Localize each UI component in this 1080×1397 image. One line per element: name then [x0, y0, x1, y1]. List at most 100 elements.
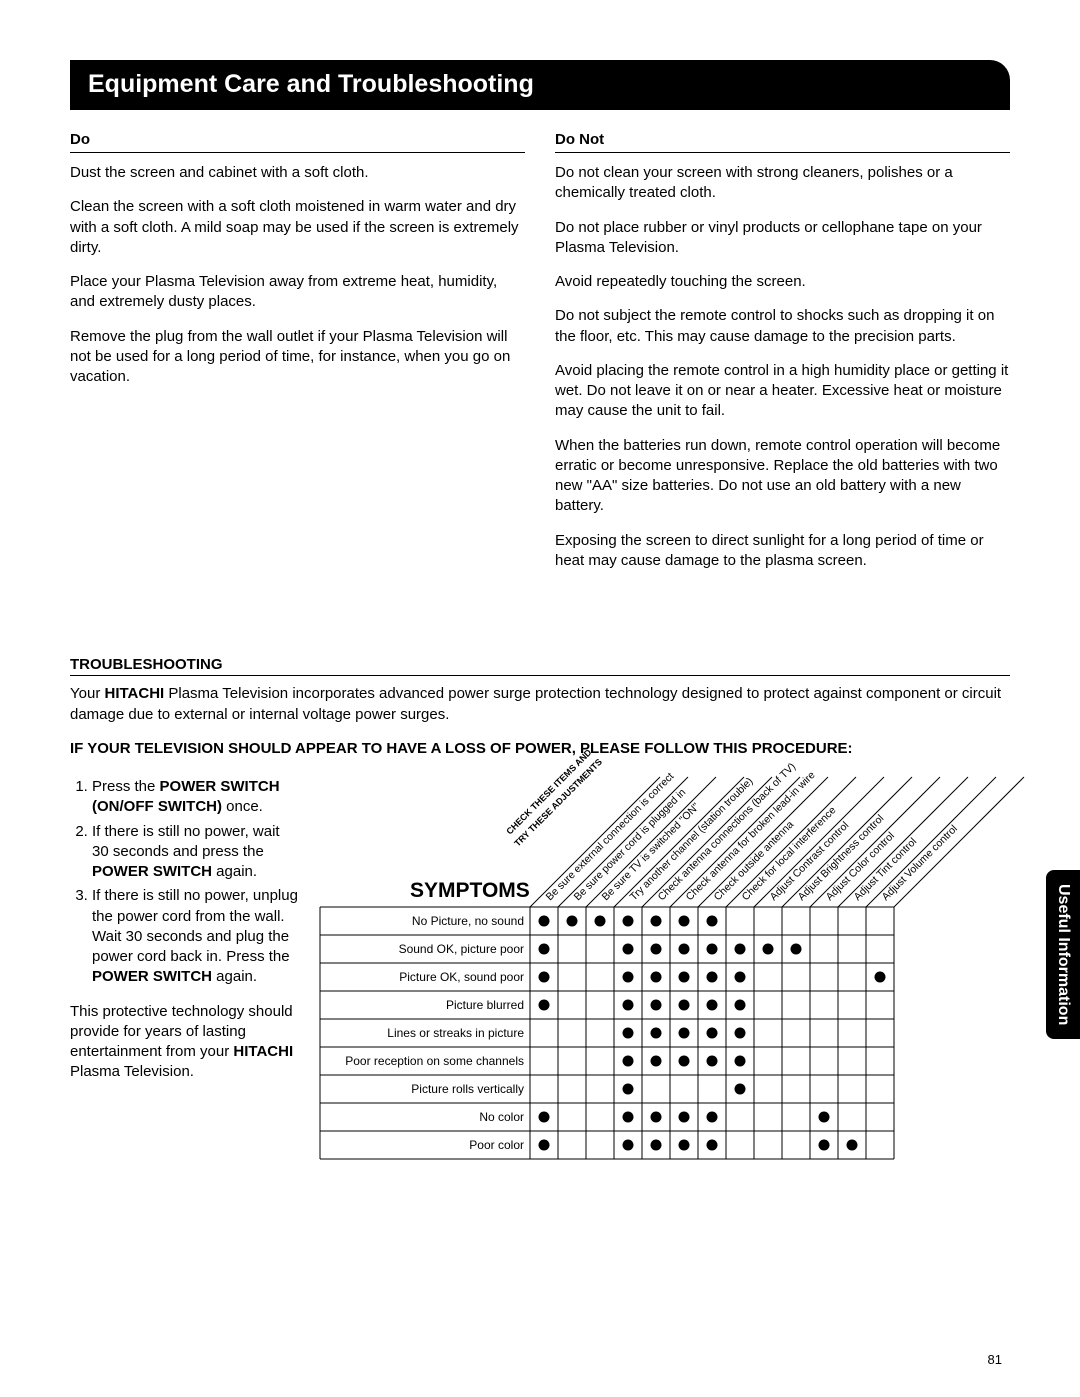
procedure-bold: IF YOUR TELEVISION SHOULD APPEAR TO HAVE… — [70, 740, 853, 757]
symptom-row-label: Lines or streaks in picture — [387, 1026, 524, 1040]
do-paragraph: Clean the screen with a soft cloth moist… — [70, 197, 525, 258]
lower-section: Press the POWER SWITCH (ON/OFF SWITCH) o… — [70, 777, 1010, 1169]
donot-paragraph: Do not subject the remote control to sho… — [555, 306, 1010, 347]
dot — [763, 944, 774, 955]
dot — [679, 916, 690, 927]
dot — [595, 916, 606, 927]
dot — [707, 1112, 718, 1123]
donot-paragraph: Exposing the screen to direct sunlight f… — [555, 531, 1010, 572]
dot — [679, 972, 690, 983]
intro-post: Plasma Television incorporates advanced … — [70, 685, 1001, 722]
dot — [679, 1140, 690, 1151]
dot — [623, 1056, 634, 1067]
step-3: If there is still no power, unplug the p… — [92, 886, 300, 987]
step-2: If there is still no power, wait 30 seco… — [92, 822, 300, 883]
dot — [623, 972, 634, 983]
dot — [735, 1084, 746, 1095]
symptoms-chart: Be sure external connection is correctBe… — [320, 777, 1010, 1169]
dot — [651, 1112, 662, 1123]
symptom-row-label: Picture rolls vertically — [411, 1082, 524, 1096]
dot — [819, 1112, 830, 1123]
dot — [651, 972, 662, 983]
dot — [623, 1028, 634, 1039]
troubleshooting-intro: Your HITACHI Plasma Television incorpora… — [70, 684, 1010, 725]
dot — [847, 1140, 858, 1151]
intro-pre: Your — [70, 685, 104, 702]
dot — [707, 1140, 718, 1151]
dot — [707, 916, 718, 927]
dot — [735, 1056, 746, 1067]
dot — [539, 1140, 550, 1151]
dot — [651, 916, 662, 927]
do-paragraph: Place your Plasma Television away from e… — [70, 272, 525, 313]
side-tab-label: Useful Information — [1055, 884, 1072, 1025]
dot — [679, 1028, 690, 1039]
dot — [707, 1000, 718, 1011]
intro-brand: HITACHI — [104, 685, 164, 702]
symptom-row-label: Poor reception on some channels — [345, 1054, 524, 1068]
do-heading: Do — [70, 130, 525, 153]
dot — [651, 1000, 662, 1011]
donot-paragraph: Avoid placing the remote control in a hi… — [555, 361, 1010, 422]
dot — [679, 1112, 690, 1123]
donot-paragraph: Do not place rubber or vinyl products or… — [555, 218, 1010, 259]
dot — [539, 972, 550, 983]
do-paragraph: Dust the screen and cabinet with a soft … — [70, 163, 525, 183]
dot — [623, 1112, 634, 1123]
dot — [651, 944, 662, 955]
closing-para: This protective technology should provid… — [70, 1002, 300, 1083]
header-line2: TRY THESE ADJUSTMENTS — [512, 757, 604, 849]
procedure-heading: IF YOUR TELEVISION SHOULD APPEAR TO HAVE… — [70, 739, 1010, 759]
symptom-row-label: Picture blurred — [446, 998, 524, 1012]
procedure-list: Press the POWER SWITCH (ON/OFF SWITCH) o… — [70, 777, 300, 988]
dot — [651, 1028, 662, 1039]
dot — [707, 1028, 718, 1039]
dot — [791, 944, 802, 955]
dot — [735, 944, 746, 955]
dot — [735, 972, 746, 983]
header-line1: CHECK THESE ITEMS AND — [504, 747, 594, 837]
dot — [679, 1000, 690, 1011]
dot — [651, 1140, 662, 1151]
symptom-row-label: Sound OK, picture poor — [399, 942, 524, 956]
dot — [539, 916, 550, 927]
page-header-text: Equipment Care and Troubleshooting — [88, 70, 534, 98]
dot — [539, 944, 550, 955]
procedure-steps-col: Press the POWER SWITCH (ON/OFF SWITCH) o… — [70, 777, 300, 1169]
do-column: Do Dust the screen and cabinet with a so… — [70, 130, 525, 585]
donot-paragraph: Do not clean your screen with strong cle… — [555, 163, 1010, 204]
dot — [707, 944, 718, 955]
troubleshooting-heading: TROUBLESHOOTING — [70, 655, 1010, 676]
step-1: Press the POWER SWITCH (ON/OFF SWITCH) o… — [92, 777, 300, 818]
donot-column: Do Not Do not clean your screen with str… — [555, 130, 1010, 585]
do-paragraph: Remove the plug from the wall outlet if … — [70, 327, 525, 388]
dot — [623, 916, 634, 927]
side-tab-useful-information: Useful Information — [1046, 870, 1080, 1039]
dot — [735, 1028, 746, 1039]
dot — [875, 972, 886, 983]
donot-paragraph: When the batteries run down, remote cont… — [555, 436, 1010, 517]
symptom-row-label: No Picture, no sound — [412, 914, 524, 928]
dot — [651, 1056, 662, 1067]
symptom-row-label: No color — [479, 1110, 524, 1124]
dot — [819, 1140, 830, 1151]
donot-heading: Do Not — [555, 130, 1010, 153]
symptom-row-label: Picture OK, sound poor — [399, 970, 524, 984]
dot — [707, 1056, 718, 1067]
dot — [623, 1084, 634, 1095]
symptom-row-label: Poor color — [469, 1138, 524, 1152]
dot — [707, 972, 718, 983]
dot — [623, 1000, 634, 1011]
dot — [679, 944, 690, 955]
page-number: 81 — [988, 1351, 1002, 1369]
dot — [539, 1112, 550, 1123]
symptoms-title: SYMPTOMS — [410, 879, 530, 902]
donot-paragraph: Avoid repeatedly touching the screen. — [555, 272, 1010, 292]
dot — [735, 1000, 746, 1011]
dot — [623, 1140, 634, 1151]
dot — [623, 944, 634, 955]
dot — [539, 1000, 550, 1011]
dot — [567, 916, 578, 927]
dot — [679, 1056, 690, 1067]
page-header-bar: Equipment Care and Troubleshooting — [70, 60, 1010, 110]
